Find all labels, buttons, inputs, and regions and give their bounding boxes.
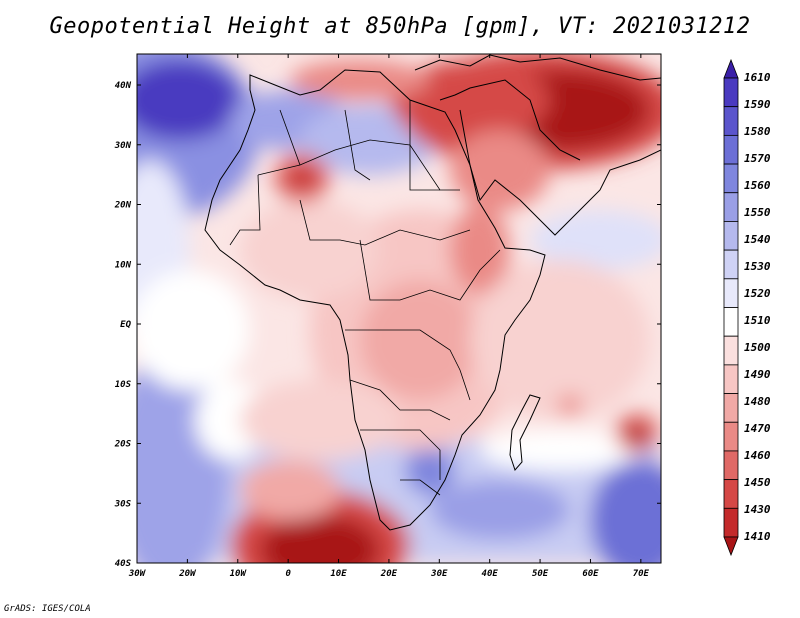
- colorbar-swatch: [723, 249, 739, 280]
- longitude-axis: 30W 20W 10W 0 10E 20E 30E 40E 50E 60E 70E: [128, 54, 650, 579]
- lon-label: 20E: [380, 569, 398, 579]
- lon-label: 10E: [330, 569, 347, 579]
- colorbar-swatch: [723, 134, 739, 165]
- colorbar-label: 1550: [744, 206, 771, 219]
- colorbar-label: 1560: [744, 179, 771, 192]
- colorbar-label: 1430: [744, 503, 771, 516]
- colorbar-swatch: [723, 77, 739, 108]
- chart-title: Geopotential Height at 850hPa [gpm], VT:…: [49, 14, 751, 39]
- lon-label: 30E: [430, 569, 448, 579]
- colorbar-swatch: [723, 450, 739, 481]
- colorbar-label: 1590: [744, 98, 771, 111]
- colorbar-swatch: [723, 364, 739, 394]
- colorbar-label: 1580: [744, 125, 771, 138]
- lat-label: 20N: [114, 201, 132, 211]
- lon-label: 50E: [532, 569, 549, 579]
- lon-label: 10W: [230, 569, 248, 579]
- latitude-axis: 40N 30N 20N 10N EQ 10S 20S 30S 40S: [114, 81, 661, 569]
- colorbar-swatch: [723, 335, 739, 366]
- colorbar: 1610 1590 1580 1570 1560 1550 1540 1530 1520 1510…: [723, 58, 771, 557]
- colorbar-swatch: [723, 163, 739, 194]
- grads-credit: GrADS: IGES/COLA: [4, 604, 91, 614]
- lat-label: EQ: [120, 320, 131, 330]
- colorbar-swatch: [723, 507, 739, 538]
- colorbar-label: 1460: [744, 449, 771, 462]
- colorbar-label: 1530: [744, 260, 771, 273]
- height-field: [137, 54, 661, 563]
- colorbar-label: 1510: [744, 314, 771, 327]
- lat-label: 10S: [115, 380, 132, 390]
- colorbar-swatch: [723, 393, 739, 423]
- lon-label: 40E: [482, 569, 499, 579]
- colorbar-swatch: [723, 479, 739, 509]
- colorbar-swatch: [723, 106, 739, 136]
- colorbar-label: 1540: [744, 233, 771, 246]
- lat-label: 20S: [114, 440, 132, 450]
- colorbar-label: 1610: [744, 71, 771, 84]
- colorbar-swatch: [723, 421, 739, 452]
- colorbar-label: 1410: [744, 530, 771, 543]
- colorbar-top-arrow: [723, 58, 739, 79]
- colorbar-label: 1480: [744, 395, 771, 408]
- lon-label: 0: [285, 569, 291, 579]
- colorbar-swatch: [723, 307, 739, 337]
- colorbar-label: 1470: [744, 422, 771, 435]
- colorbar-label: 1450: [744, 476, 771, 489]
- lat-label: 30S: [114, 499, 132, 509]
- colorbar-bottom-arrow: [723, 536, 739, 557]
- lat-label: 40N: [115, 81, 132, 91]
- lon-label: 30W: [128, 569, 147, 579]
- colorbar-swatch: [723, 278, 739, 308]
- map-frame: [136, 53, 662, 564]
- lon-label: 60E: [582, 569, 599, 579]
- colorbar-swatch: [723, 221, 739, 251]
- lat-label: 10N: [115, 260, 132, 270]
- country-borders: [229, 100, 501, 496]
- lon-label: 70E: [633, 569, 650, 579]
- colorbar-swatch: [723, 192, 739, 222]
- colorbar-label: 1500: [744, 341, 771, 354]
- lon-label: 20W: [178, 569, 197, 579]
- colorbar-label: 1520: [744, 287, 771, 300]
- lat-label: 40S: [115, 559, 132, 569]
- lat-label: 30N: [114, 141, 132, 151]
- coastlines: [204, 54, 661, 531]
- colorbar-label: 1570: [744, 152, 771, 165]
- colorbar-label: 1490: [744, 368, 771, 381]
